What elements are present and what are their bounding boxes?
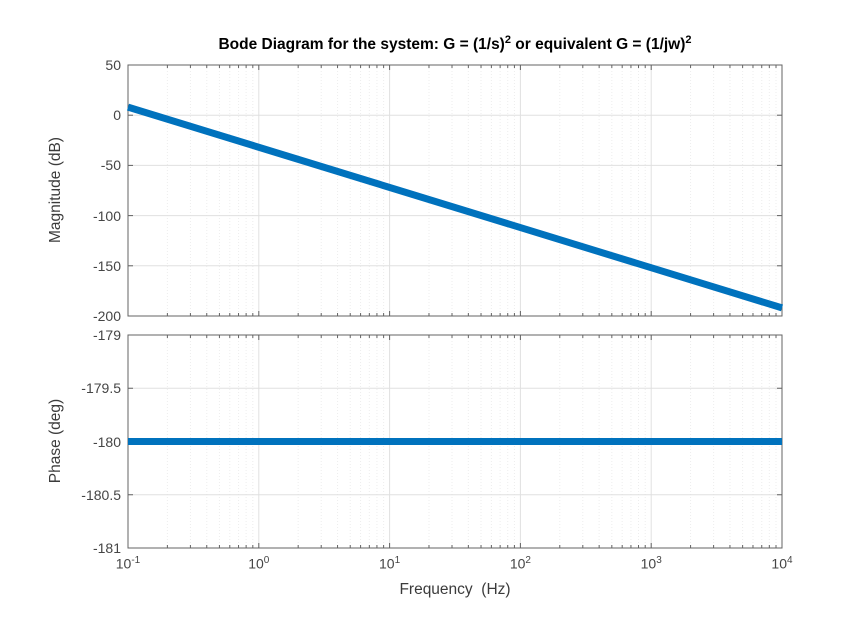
y-tick-label: -180.5 <box>81 486 121 503</box>
y-tick-label: -181 <box>92 540 121 556</box>
figure-title-text-1: Bode Diagram for the system: G = (1/s) <box>218 36 505 54</box>
figure-title: Bode Diagram for the system: G = (1/s)2 … <box>128 34 782 54</box>
y-tick-label: -50 <box>100 157 121 174</box>
y-tick-label: 50 <box>105 57 121 73</box>
y-tick-label: -180 <box>92 433 121 450</box>
y-tick-label: 0 <box>113 107 121 124</box>
x-tick-label: 102 <box>509 555 531 572</box>
x-tick-label: 100 <box>248 555 270 572</box>
x-tick-label: 104 <box>771 555 793 572</box>
y-tick-label: -179.5 <box>81 380 121 397</box>
x-tick-label: 103 <box>640 555 662 572</box>
frequency-axis-label: Frequency (Hz) <box>399 581 511 598</box>
magnitude-axis-label: Magnitude (dB) <box>47 137 64 243</box>
figure-title-superscript-2: 2 <box>685 34 692 46</box>
y-tick-label: -100 <box>92 207 121 224</box>
y-tick-label: -179 <box>92 327 121 343</box>
x-tick-label: 10-1 <box>115 555 141 572</box>
figure-title-text-2: or equivalent G = (1/jw) <box>510 36 686 54</box>
x-tick-label: 101 <box>379 555 401 572</box>
figure-title-superscript-1: 2 <box>504 34 511 46</box>
axes-box <box>127 64 783 317</box>
magnitude-subplot-line <box>126 103 784 312</box>
y-tick-label: -200 <box>92 308 121 324</box>
y-tick-label: -150 <box>92 257 121 274</box>
